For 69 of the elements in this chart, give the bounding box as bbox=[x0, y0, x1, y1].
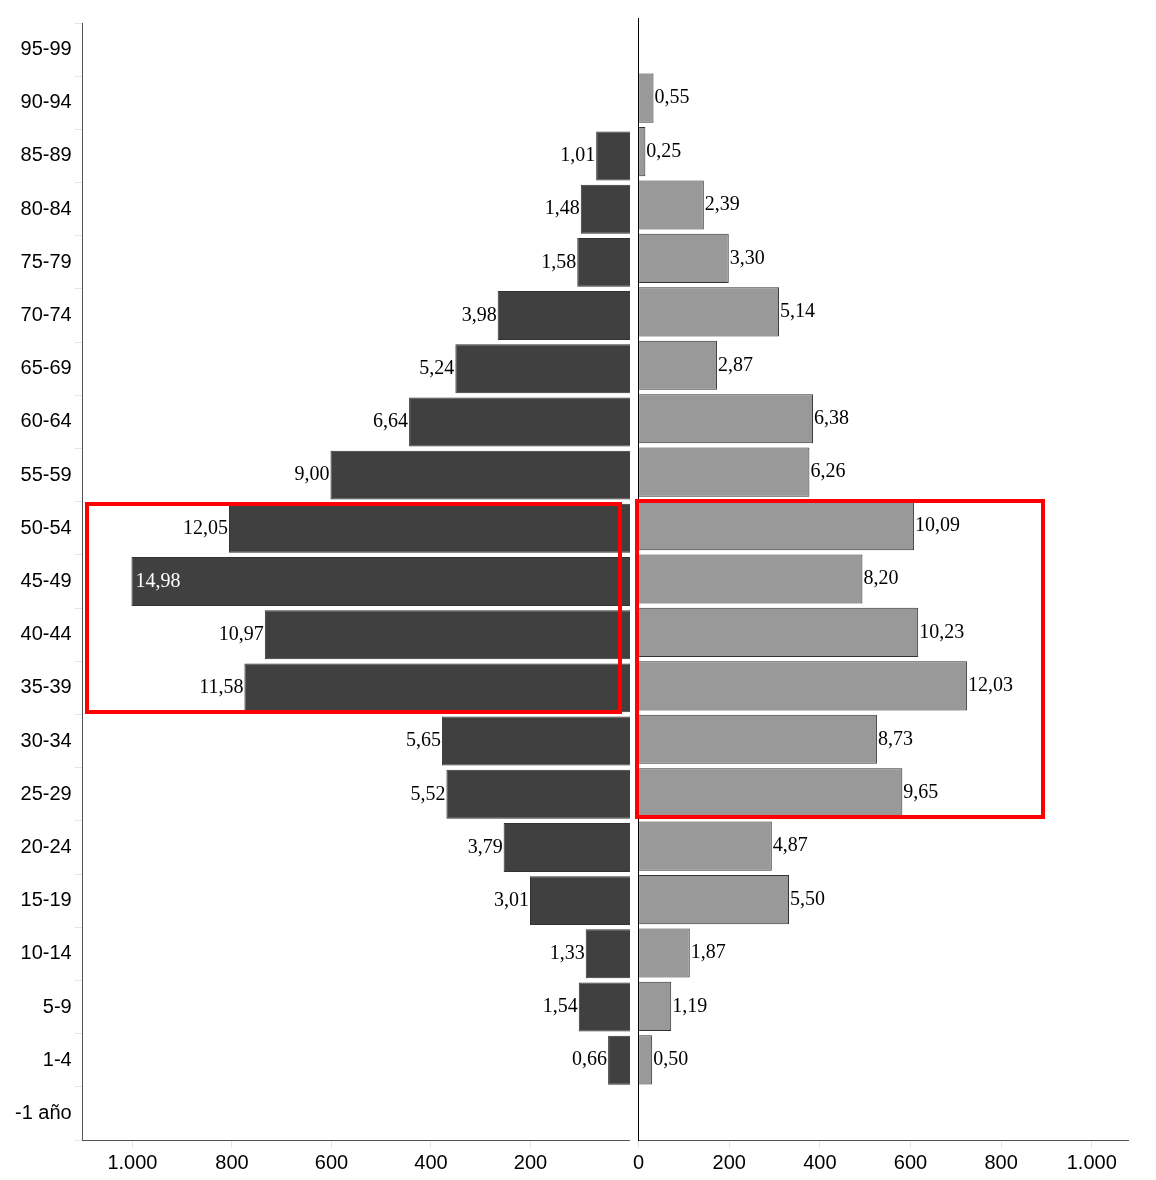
x-tick-label: 200 bbox=[513, 1150, 548, 1173]
annotation: 10,09 bbox=[915, 512, 961, 535]
y-tick-label: 65-69 bbox=[20, 356, 72, 379]
annotation: 8,73 bbox=[877, 726, 913, 749]
y-tick-label: 20-24 bbox=[20, 834, 72, 857]
annotation: 1,87 bbox=[690, 940, 726, 963]
y-tick-label: 10-14 bbox=[20, 941, 72, 964]
y-tick-label: 35-39 bbox=[20, 675, 72, 698]
annotation: 3,30 bbox=[729, 245, 765, 268]
annotation: 1,48 bbox=[544, 196, 580, 219]
annotation: 14,98 bbox=[135, 568, 181, 591]
x-tick-label: 400 bbox=[414, 1150, 448, 1173]
y-tick-label: 5-9 bbox=[42, 994, 72, 1017]
annotation: 3,01 bbox=[493, 887, 529, 910]
y-tick-label: 75-79 bbox=[20, 249, 72, 272]
x-tick-label: 1.000 bbox=[1066, 1150, 1117, 1173]
y-tick-label: 85-89 bbox=[20, 143, 72, 166]
annotation: 1,58 bbox=[541, 249, 577, 272]
annotation: 2,39 bbox=[704, 192, 740, 215]
annotation: 6,64 bbox=[373, 409, 409, 432]
y-tick-label: 95-99 bbox=[20, 37, 72, 60]
annotation: 1,01 bbox=[560, 143, 596, 166]
y-tick-label: 80-84 bbox=[20, 196, 72, 219]
x-tick-label: 200 bbox=[712, 1150, 746, 1173]
annotation: 10,23 bbox=[919, 619, 965, 642]
y-tick-label: 40-44 bbox=[20, 622, 72, 645]
y-tick-label: 90-94 bbox=[20, 90, 72, 113]
annotation: 6,38 bbox=[814, 405, 850, 428]
annotation: 1,33 bbox=[549, 941, 585, 964]
annotation: 10,97 bbox=[218, 621, 264, 644]
y-tick-label: 70-74 bbox=[20, 303, 72, 326]
annotation: 12,03 bbox=[968, 673, 1014, 696]
annotation: 4,87 bbox=[772, 833, 808, 856]
annotation: 0,55 bbox=[654, 85, 690, 108]
annotation: 3,98 bbox=[461, 302, 497, 325]
x-tick-label: 800 bbox=[215, 1150, 249, 1173]
x-tick-label: 800 bbox=[984, 1150, 1018, 1173]
x-tick-label: 1.000 bbox=[107, 1150, 158, 1173]
annotation: 0,50 bbox=[653, 1047, 689, 1070]
annotation: 9,65 bbox=[903, 779, 939, 802]
annotation: 5,50 bbox=[790, 886, 826, 909]
y-tick-label: 55-59 bbox=[20, 462, 72, 485]
x-tick-label: 0 bbox=[633, 1150, 645, 1173]
y-tick-label: 60-64 bbox=[20, 409, 72, 432]
annotation: 0,25 bbox=[646, 138, 682, 161]
annotation: 3,79 bbox=[467, 834, 503, 857]
annotation: 5,14 bbox=[780, 299, 816, 322]
x-tick-label: 600 bbox=[893, 1150, 928, 1173]
y-tick-label: 15-19 bbox=[20, 888, 72, 911]
annotation: 6,26 bbox=[810, 459, 846, 482]
x-tick-label: 600 bbox=[314, 1150, 349, 1173]
annotation: 5,52 bbox=[410, 781, 446, 804]
y-tick-label: 45-49 bbox=[20, 569, 72, 592]
x-tick-label: 400 bbox=[803, 1150, 837, 1173]
annotation: 0,66 bbox=[572, 1047, 608, 1070]
annotation: 12,05 bbox=[182, 515, 228, 538]
y-tick-label: 1-4 bbox=[42, 1047, 72, 1070]
annotation: 1,19 bbox=[672, 993, 708, 1016]
annotation: 9,00 bbox=[294, 462, 330, 485]
annotation: 2,87 bbox=[717, 352, 753, 375]
y-tick-label: 30-34 bbox=[20, 728, 72, 751]
annotation: 5,65 bbox=[405, 728, 441, 751]
y-tick-label: 50-54 bbox=[20, 515, 72, 538]
annotation: 5,24 bbox=[419, 355, 455, 378]
annotation: 11,58 bbox=[199, 675, 244, 698]
y-tick-label: -1 año bbox=[14, 1100, 72, 1123]
annotation: 8,20 bbox=[863, 566, 899, 589]
annotation: 1,54 bbox=[542, 994, 578, 1017]
y-tick-label: 25-29 bbox=[20, 781, 72, 804]
